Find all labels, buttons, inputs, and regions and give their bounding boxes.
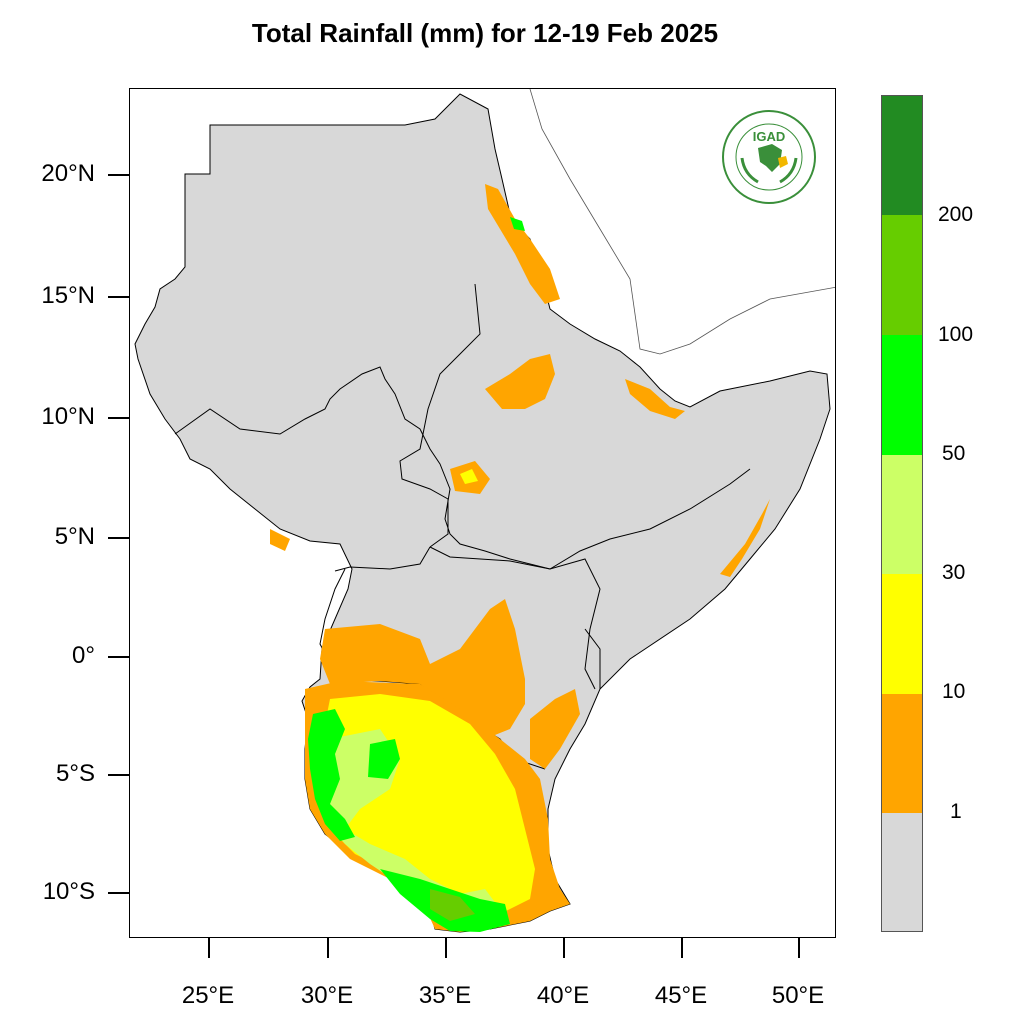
chart-title: Total Rainfall (mm) for 12-19 Feb 2025 [251, 18, 719, 48]
lon-label-35e: 35°E [418, 982, 472, 1009]
colorbar-segment-100-200 [882, 215, 922, 335]
colorbar-segment-1-10 [882, 694, 922, 813]
rain-region-gulf-aden [625, 379, 685, 419]
colorbar-label-10: 10 [942, 680, 966, 703]
lat-label-15n: 15°N [41, 282, 95, 309]
colorbar [881, 95, 923, 932]
lon-label-45e: 45°E [654, 982, 708, 1009]
rain-region-kenya-coast [530, 689, 580, 769]
lon-tick [798, 938, 800, 958]
logo-text: IGAD [753, 129, 786, 144]
lon-tick [681, 938, 683, 958]
lon-label-25e: 25°E [181, 982, 235, 1009]
rain-region-red-sea-coast [485, 184, 560, 304]
lat-label-0: 0° [72, 642, 95, 669]
lon-label-30e: 30°E [300, 982, 354, 1009]
colorbar-label-100: 100 [938, 323, 974, 346]
igad-logo: IGAD [722, 110, 816, 204]
rain-region-lake-victoria-basin [320, 599, 525, 739]
rain-region-south-darkgreen [430, 889, 475, 921]
rainfall-map [134, 89, 835, 933]
lat-label-5n: 5°N [54, 523, 95, 550]
lat-tick [108, 174, 129, 176]
lat-label-10n: 10°N [41, 403, 95, 430]
lat-label-20n: 20°N [41, 160, 95, 187]
lat-label-10s: 10°S [42, 878, 95, 905]
rain-region-ethiopia-yellow [460, 469, 478, 484]
rain-region-south-sudan [270, 529, 290, 551]
lat-tick [108, 417, 129, 419]
lon-tick [563, 938, 565, 958]
lat-tick [108, 892, 129, 894]
lon-tick [327, 938, 329, 958]
red-sea-coastline [529, 89, 835, 355]
colorbar-label-50: 50 [942, 442, 966, 465]
colorbar-segment-200plus [882, 96, 922, 215]
rain-region-eritrea-green [510, 217, 525, 231]
lon-tick [445, 938, 447, 958]
lat-label-5s: 5°S [56, 760, 95, 787]
map-area [129, 88, 836, 938]
rain-region-central-green [368, 739, 400, 779]
rain-region-west-tanzania-green [308, 709, 355, 841]
rainfall-shading [270, 184, 770, 932]
lat-tick [108, 774, 129, 776]
lon-tick [208, 938, 210, 958]
colorbar-label-1: 1 [950, 800, 962, 823]
colorbar-segment-30-50 [882, 455, 922, 574]
colorbar-segment-below-1 [882, 813, 922, 931]
country-borders [174, 283, 751, 770]
lat-tick [108, 296, 129, 298]
colorbar-segment-10-30 [882, 574, 922, 694]
colorbar-segment-50-100 [882, 335, 922, 455]
lat-tick [108, 537, 129, 539]
lon-label-40e: 40°E [536, 982, 590, 1009]
rain-region-ethiopia-highlands [485, 354, 555, 409]
colorbar-label-200: 200 [938, 203, 974, 226]
lon-label-50e: 50°E [771, 982, 825, 1009]
colorbar-label-30: 30 [942, 561, 966, 584]
rain-region-somalia-coast [720, 499, 770, 577]
lat-tick [108, 656, 129, 658]
